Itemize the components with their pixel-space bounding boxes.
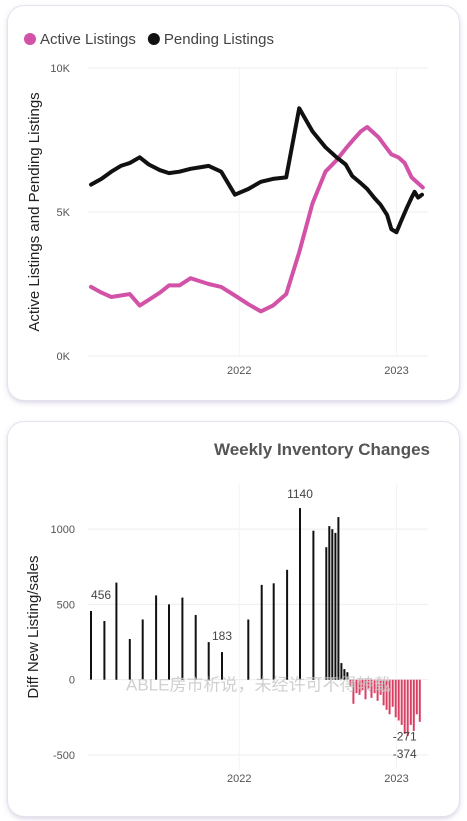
bar [406,679,409,736]
x-tick-label: 2023 [384,365,408,377]
y-tick-label: 0 [69,675,75,687]
bar [103,621,106,680]
bar [325,547,328,680]
bar [415,679,418,715]
bar [409,679,412,725]
series-line-active-listings [89,125,425,314]
bar [412,679,415,731]
bar [364,679,367,700]
y-tick-label: 5K [57,207,71,219]
weekly-inventory-bar-chart: Weekly Inventory Changes -500 0 500 1000 2022… [25,440,430,785]
bar [376,679,379,701]
active-pending-chart-card: Active Listings Pending Listings 0K 5K 10K 20… [8,6,459,400]
bar [181,597,184,680]
bar [370,679,373,698]
bar [312,530,315,680]
legend-marker-2 [147,33,160,45]
bar [90,611,92,680]
bar [400,679,403,725]
bar [361,679,364,691]
bar [388,679,391,715]
bar [418,679,421,722]
active-pending-line-chart: Active Listings Pending Listings 0K 5K 10K 20… [24,31,428,377]
y-tick-label: -500 [53,750,75,762]
bar [337,517,340,680]
bar [115,582,118,680]
legend-label-2: Pending Listings [164,31,274,48]
y-tick-label: 0K [57,351,71,363]
bar [221,652,223,680]
watermark-text: ABLE房市析说，未经许可不得转载 [126,676,390,695]
bar [367,679,370,689]
bar [299,508,301,680]
y-tick-label: 1000 [51,524,75,536]
bar [328,526,331,680]
bar [385,679,388,710]
bar [373,679,376,694]
bar [352,679,355,704]
legend-marker-1 [24,33,36,45]
bar [349,679,352,686]
y-axis-title: Diff New Listing/sales [25,555,42,698]
bar [168,604,170,680]
bar [382,679,385,706]
bar [194,615,197,680]
legend-label-1: Active Listings [40,31,136,48]
bar [346,672,349,680]
data-label: 456 [91,588,111,602]
bar [272,583,275,680]
bar [394,679,397,718]
data-label: 183 [212,629,232,643]
bar [247,619,250,680]
data-label: -271 [393,729,417,743]
x-tick-label: 2023 [384,773,408,785]
bar [403,679,406,734]
x-tick-label: 2022 [227,773,251,785]
bar [391,679,394,707]
bar [331,529,334,680]
bar [358,679,361,695]
data-label: 1140 [287,487,313,501]
bar [397,679,400,721]
bar [141,619,144,680]
bar [207,642,210,680]
data-label: -374 [393,747,417,761]
bar [379,679,382,695]
y-axis-title: Active Listings and Pending Listings [26,92,43,331]
series-line-pending-listings [89,106,424,235]
bar [155,595,158,680]
bar [355,679,358,694]
bar [340,663,343,680]
bar [128,639,131,680]
weekly-inventory-chart-card: Weekly Inventory Changes -500 0 500 1000 2022… [8,422,459,816]
bar [343,669,346,680]
bar [286,569,289,680]
y-tick-label: 10K [50,63,70,75]
chart-title: Weekly Inventory Changes [214,440,430,459]
bar [260,584,263,680]
bar [334,532,337,680]
x-tick-label: 2022 [227,365,251,377]
y-tick-label: 500 [57,599,75,611]
